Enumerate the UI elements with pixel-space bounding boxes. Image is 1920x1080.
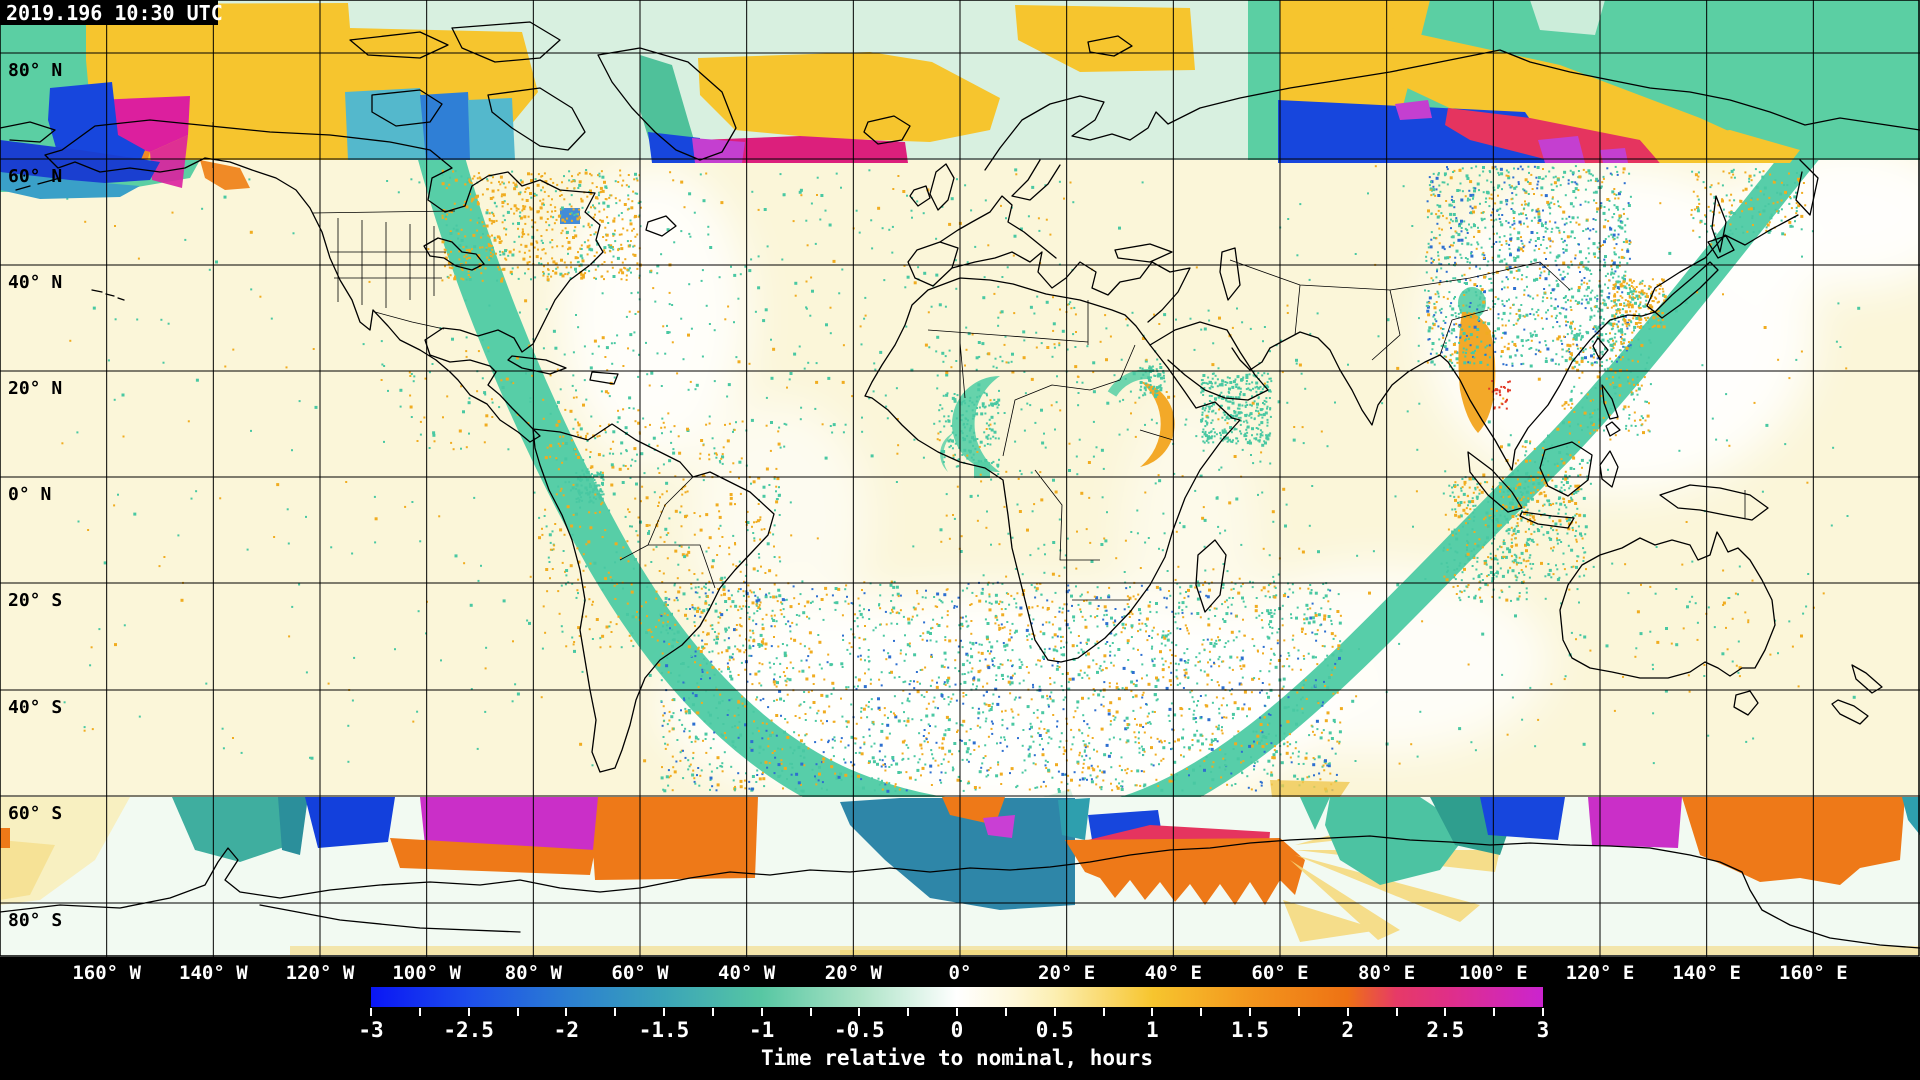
colorbar-tick bbox=[1346, 1008, 1349, 1016]
colorbar-tick-label: 1 bbox=[1146, 1018, 1159, 1042]
colorbar-tick bbox=[663, 1008, 665, 1016]
colorbar-tick bbox=[614, 1008, 617, 1016]
colorbar-tick bbox=[1542, 1008, 1544, 1016]
lon-label: 20° W bbox=[824, 962, 882, 984]
colorbar-tick-label: -2 bbox=[553, 1018, 579, 1042]
latitude-labels: 80° N 60° N 40° N 20° N 0° N 20° S 40° S 60° S 8… bbox=[8, 60, 62, 931]
colorbar-tick bbox=[370, 1008, 372, 1016]
colorbar-tick-label: 1.5 bbox=[1231, 1018, 1269, 1042]
lon-label: 60° E bbox=[1251, 962, 1309, 984]
lat-label: 40° N bbox=[8, 272, 62, 293]
colorbar-tick-label: -0.5 bbox=[834, 1018, 885, 1042]
lon-label: 40° E bbox=[1144, 962, 1202, 984]
colorbar-tick bbox=[760, 1008, 763, 1016]
graticule bbox=[0, 0, 1920, 957]
colorbar-tick bbox=[1151, 1008, 1154, 1016]
colorbar-tick bbox=[711, 1008, 714, 1016]
coastlines bbox=[0, 21, 1920, 949]
lat-label: 60° S bbox=[8, 803, 62, 824]
colorbar-tick bbox=[1249, 1008, 1251, 1016]
colorbar-tick-label: 0 bbox=[950, 1018, 964, 1042]
lon-label: 120° E bbox=[1565, 962, 1635, 984]
colorbar-tick-label: -1.5 bbox=[638, 1018, 690, 1042]
lon-label: 140° W bbox=[179, 962, 248, 984]
colorbar-tick bbox=[565, 1008, 568, 1016]
colorbar-tick bbox=[467, 1008, 470, 1016]
colorbar-tick bbox=[1444, 1008, 1447, 1016]
colorbar-tick-label: 2.5 bbox=[1426, 1018, 1465, 1042]
map-frame bbox=[0, 0, 1920, 957]
lat-label: 60° N bbox=[8, 166, 62, 187]
observation-speckles bbox=[61, 165, 1861, 817]
colorbar-tick-label: 3 bbox=[1536, 1018, 1550, 1042]
colorbar-tick bbox=[1493, 1008, 1496, 1016]
colorbar-tick bbox=[1004, 1008, 1007, 1016]
colorbar-tick bbox=[1297, 1008, 1300, 1016]
lon-label: 60° W bbox=[611, 962, 669, 984]
lat-label: 20° S bbox=[8, 590, 62, 611]
colorbar-tick-label: 0.5 bbox=[1035, 1018, 1074, 1042]
lon-label: 40° W bbox=[718, 962, 776, 984]
timestamp-text: 2019.196 10:30 UTC bbox=[6, 1, 223, 25]
lat-label: 80° S bbox=[8, 910, 62, 931]
lat-label: 80° N bbox=[8, 60, 62, 81]
colorbar-tick bbox=[907, 1008, 910, 1016]
colorbar-tick bbox=[858, 1008, 861, 1016]
lon-label: 80° W bbox=[504, 962, 562, 984]
colorbar-tick bbox=[1200, 1008, 1203, 1016]
lon-label: 120° W bbox=[285, 962, 355, 984]
lat-label: 20° N bbox=[8, 378, 62, 399]
lon-label: 100° W bbox=[392, 962, 461, 984]
colorbar-tick bbox=[1053, 1008, 1056, 1016]
colorbar-tick-label: 2 bbox=[1341, 1018, 1354, 1042]
lon-label: 160° E bbox=[1779, 962, 1848, 984]
lon-label: 140° E bbox=[1672, 962, 1741, 984]
colorbar-gradient bbox=[371, 987, 1543, 1007]
lon-label: 100° E bbox=[1459, 962, 1528, 984]
colorbar-title: Time relative to nominal, hours bbox=[761, 1046, 1153, 1070]
colorbar-tick bbox=[418, 1008, 421, 1016]
country-borders bbox=[212, 122, 1746, 601]
lat-label: 0° N bbox=[8, 484, 51, 505]
colorbar-tick bbox=[1395, 1008, 1398, 1016]
colorbar-tick-label: -1 bbox=[749, 1018, 775, 1042]
colorbar-tick bbox=[809, 1008, 812, 1016]
colorbar-tick-label: -3 bbox=[358, 1018, 384, 1042]
lon-label: 80° E bbox=[1358, 962, 1416, 984]
timestamp-badge: 2019.196 10:30 UTC bbox=[0, 0, 223, 25]
world-map: 80° N 60° N 40° N 20° N 0° N 20° S 40° S 60° S 8… bbox=[0, 0, 1920, 957]
lon-label: 20° E bbox=[1038, 962, 1096, 984]
lon-label: 160° W bbox=[72, 962, 141, 984]
colorbar-tick bbox=[1102, 1008, 1105, 1016]
colorbar-tick-label: -2.5 bbox=[443, 1018, 494, 1042]
colorbar-tick bbox=[956, 1008, 958, 1016]
colorbar-tick bbox=[516, 1008, 519, 1016]
lat-label: 40° S bbox=[8, 697, 62, 718]
lon-label: 0° bbox=[948, 962, 972, 984]
